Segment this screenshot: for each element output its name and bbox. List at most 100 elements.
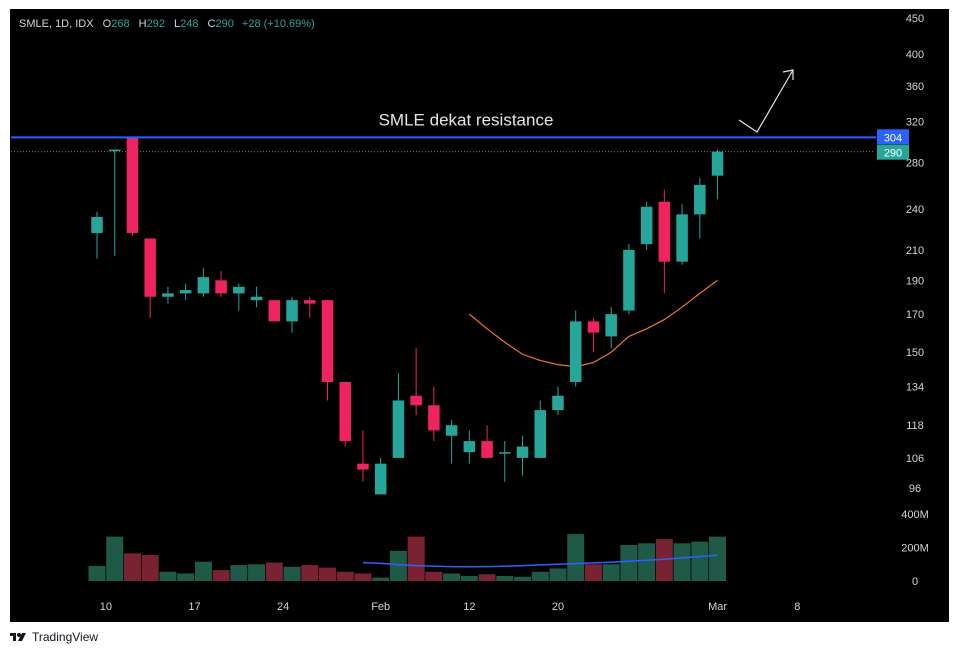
chart-canvas[interactable]: 4504003603202802402101901701501341181069… bbox=[11, 10, 948, 621]
resistance-badge bbox=[877, 129, 909, 145]
tradingview-brand: TradingView bbox=[32, 630, 99, 644]
time-axis-label: 10 bbox=[100, 601, 112, 613]
candle-body bbox=[587, 321, 600, 333]
time-axis-label: 20 bbox=[552, 601, 564, 613]
volume-bar bbox=[496, 575, 514, 581]
price-axis-label: 150 bbox=[906, 347, 924, 359]
time-axis-label: 24 bbox=[277, 601, 289, 613]
candle-body bbox=[339, 382, 351, 442]
volume-bar bbox=[318, 567, 336, 581]
volume-bar bbox=[354, 573, 372, 581]
candle bbox=[215, 270, 227, 297]
volume-ma-line bbox=[362, 554, 718, 568]
candle-body bbox=[711, 151, 724, 176]
price-axis-label: 210 bbox=[906, 245, 924, 257]
tradingview-footer[interactable]: TradingView bbox=[10, 630, 98, 644]
legend-open: 268 bbox=[111, 18, 130, 30]
candle bbox=[569, 310, 582, 387]
candle bbox=[463, 430, 476, 464]
candle-body bbox=[304, 300, 316, 304]
volume-bar bbox=[478, 574, 496, 581]
volume-bar bbox=[141, 555, 159, 581]
candle bbox=[516, 435, 529, 476]
candle-body bbox=[534, 410, 546, 458]
volume-bar bbox=[265, 562, 283, 581]
candle bbox=[445, 420, 458, 464]
candle bbox=[694, 177, 706, 239]
candle bbox=[499, 441, 511, 482]
volume-bar bbox=[336, 571, 354, 581]
candle-body bbox=[286, 300, 298, 322]
legend-symbol[interactable]: SMLE, 1D, IDX bbox=[19, 18, 94, 30]
arrow-head bbox=[782, 69, 794, 80]
candle bbox=[108, 149, 121, 256]
candle bbox=[339, 382, 351, 447]
volume-bar bbox=[531, 571, 549, 581]
candle-body bbox=[357, 463, 369, 470]
candle bbox=[392, 373, 405, 458]
candle bbox=[197, 267, 210, 297]
candle-body bbox=[428, 405, 440, 431]
volume-bar bbox=[655, 539, 673, 581]
price-axis-label: 450 bbox=[906, 13, 924, 25]
candle bbox=[623, 244, 635, 315]
time-axis-label: Mar bbox=[708, 601, 727, 613]
volume-bar bbox=[567, 534, 585, 581]
volume-bar bbox=[425, 571, 443, 581]
volume-bar bbox=[123, 553, 141, 581]
candle bbox=[304, 296, 316, 318]
candle bbox=[286, 296, 298, 333]
price-axis-label: 400 bbox=[906, 49, 924, 61]
chart-panel[interactable]: 450 400 360 320 280 240 210 190 170 150 134 118 106 9… bbox=[10, 9, 949, 622]
price-axis-label: 360 bbox=[906, 81, 924, 93]
price-axis-label: 118 bbox=[906, 420, 924, 432]
candle bbox=[605, 307, 617, 349]
volume-bar bbox=[88, 565, 106, 581]
volume-bar bbox=[602, 564, 620, 581]
symbol-legend: SMLE, 1D, IDX O268 H292 L248 C290 +28 (+… bbox=[19, 18, 315, 30]
legend-high: 292 bbox=[146, 18, 165, 30]
candle bbox=[552, 386, 564, 416]
candle bbox=[250, 286, 263, 308]
tradingview-logo-icon bbox=[10, 633, 26, 641]
candle bbox=[658, 189, 671, 294]
candle bbox=[179, 283, 192, 301]
price-axis-label: 170 bbox=[906, 309, 924, 321]
last-price-badge bbox=[877, 144, 909, 160]
candle-body bbox=[640, 206, 653, 245]
price-axis-label: 134 bbox=[906, 382, 924, 394]
volume-bar bbox=[230, 565, 248, 581]
candle bbox=[428, 386, 440, 442]
legend-high-label: H bbox=[138, 18, 147, 30]
candle-body bbox=[162, 293, 174, 297]
candle bbox=[587, 317, 600, 353]
candle-body bbox=[516, 446, 529, 458]
candle bbox=[91, 211, 103, 259]
volume-bar bbox=[106, 536, 124, 581]
candle-body bbox=[268, 300, 281, 322]
volume-bar bbox=[177, 573, 195, 581]
volume-axis-label: 400M bbox=[901, 509, 929, 521]
candle-body bbox=[215, 280, 227, 294]
candle-body bbox=[410, 395, 422, 406]
candle bbox=[534, 400, 546, 458]
annotation-title: SMLE dekat resistance bbox=[379, 110, 554, 129]
volume-bar bbox=[248, 564, 266, 581]
volume-bar bbox=[549, 568, 567, 581]
time-axis-label: 8 bbox=[794, 601, 800, 613]
legend-open-label: O bbox=[102, 18, 112, 30]
candle-body bbox=[392, 400, 405, 458]
candle-body bbox=[250, 296, 263, 301]
resistance-badge-label: 304 bbox=[884, 132, 902, 144]
candle-body bbox=[694, 184, 706, 215]
volume-bar bbox=[460, 575, 478, 581]
candle-body bbox=[144, 238, 156, 297]
candle-body bbox=[197, 277, 210, 294]
candle-body bbox=[126, 137, 139, 233]
candle-body bbox=[91, 216, 103, 233]
candle-body bbox=[233, 286, 245, 294]
candle-body bbox=[569, 321, 582, 383]
candle bbox=[126, 137, 139, 236]
volume-bar bbox=[159, 571, 177, 581]
legend-close: 290 bbox=[215, 18, 234, 30]
